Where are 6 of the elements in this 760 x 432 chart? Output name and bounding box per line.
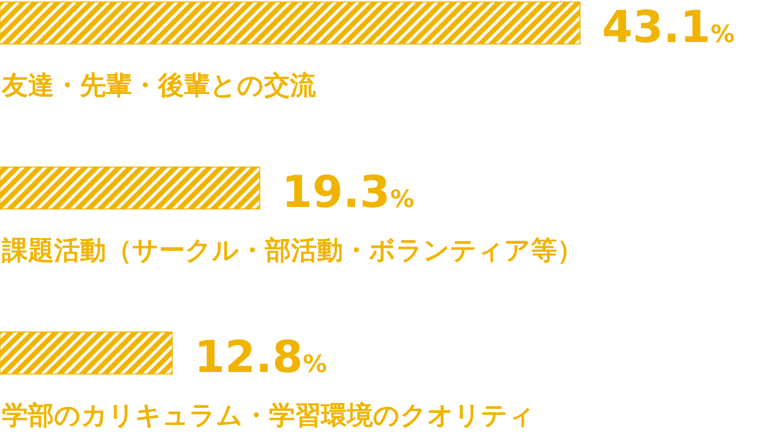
data-label: 19.3% xyxy=(282,167,414,218)
y-tick-label: 学部のカリキュラム・学習環境のクオリティ xyxy=(2,401,535,431)
data-label: 43.1% xyxy=(602,2,735,53)
y-tick-label: 課題活動（サークル・部活動・ボランティア等） xyxy=(1,236,583,266)
y-tick-label: 友達・先輩・後輩との交流 xyxy=(1,71,317,101)
data-label: 12.8% xyxy=(194,332,327,383)
